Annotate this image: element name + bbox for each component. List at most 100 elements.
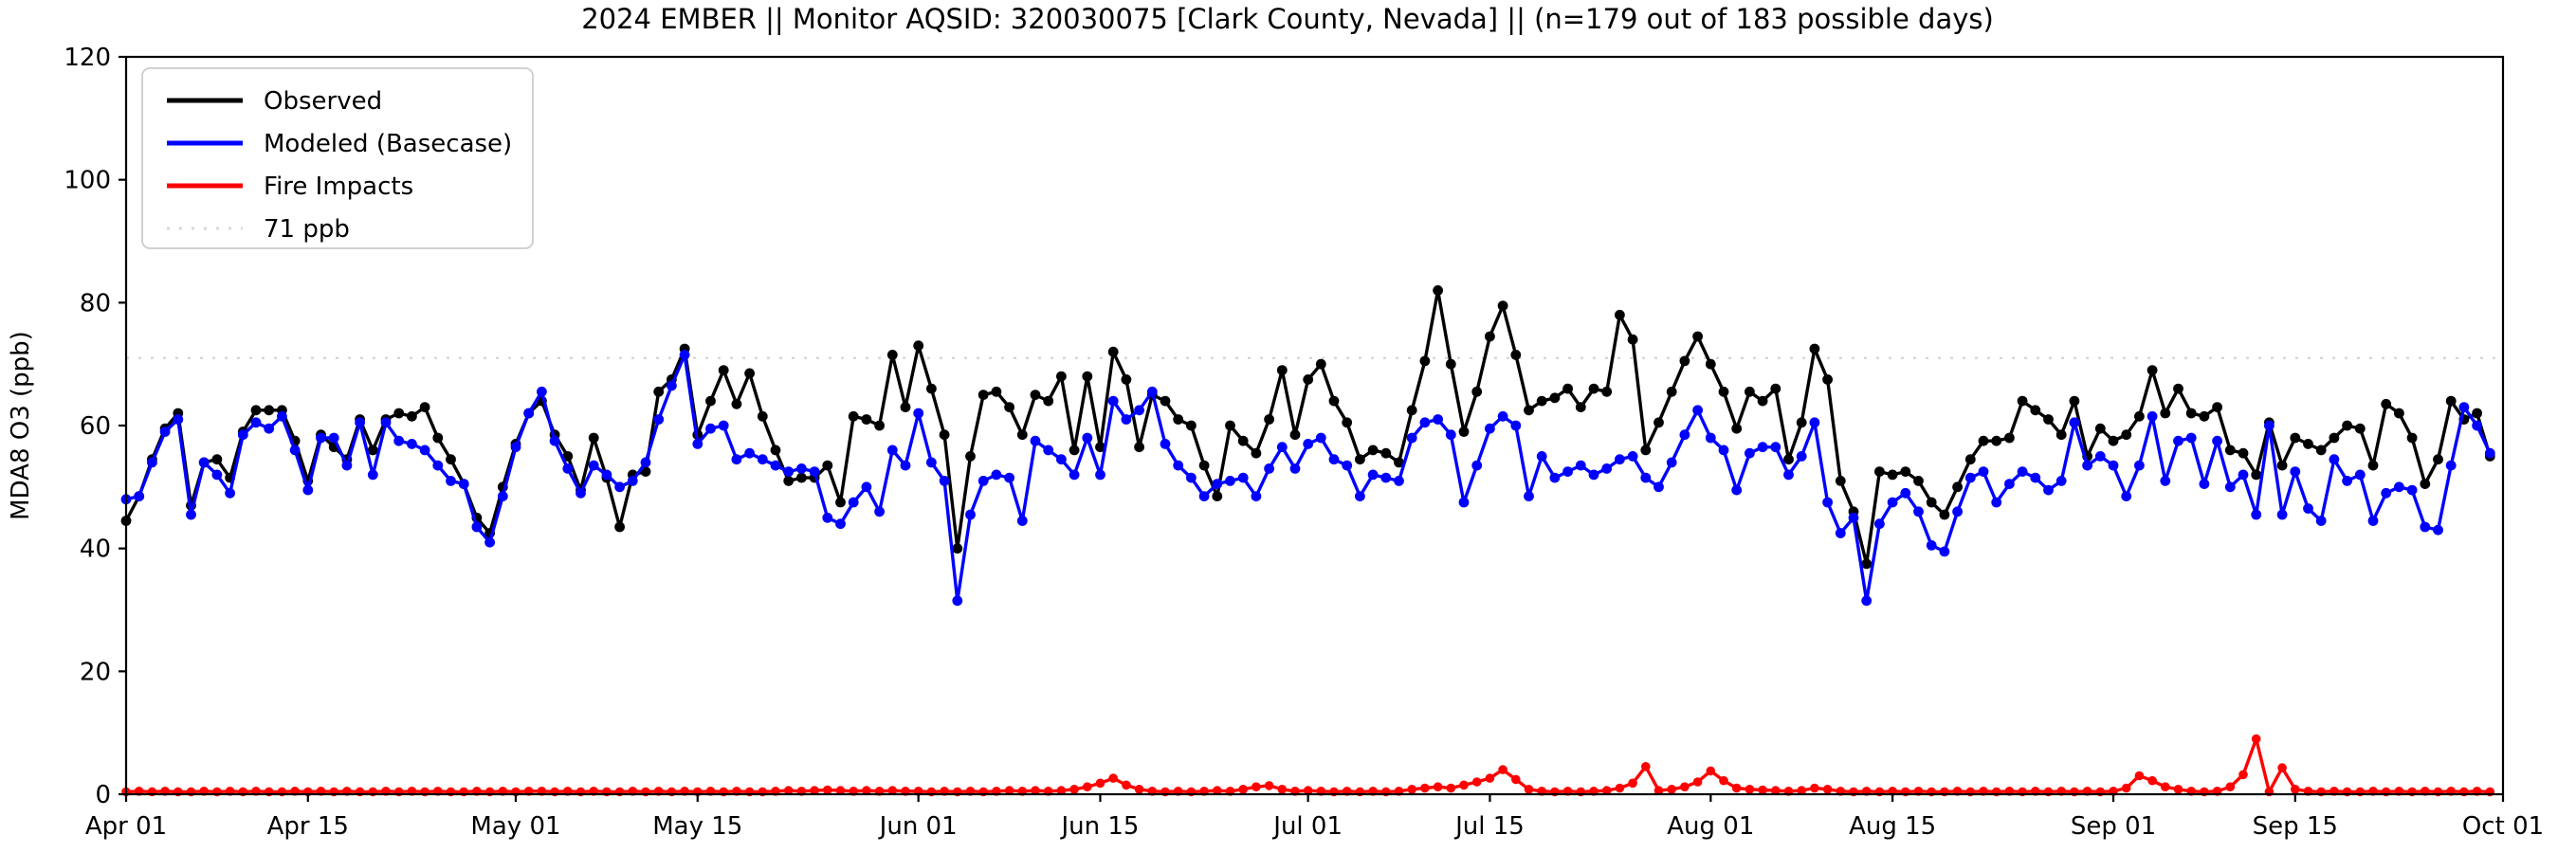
data-point (2238, 770, 2248, 780)
data-point (2276, 509, 2288, 520)
data-point (562, 451, 574, 462)
data-point (2342, 420, 2353, 431)
data-point (1471, 386, 1483, 397)
data-point (1043, 395, 1054, 407)
data-point (1056, 371, 1067, 382)
data-point (1797, 786, 1806, 795)
data-point (1835, 476, 1846, 486)
data-point (770, 460, 781, 471)
data-point (1237, 472, 1249, 483)
data-point (2224, 481, 2236, 493)
data-point (380, 417, 392, 428)
data-point (1549, 472, 1561, 483)
data-point (1237, 435, 1249, 446)
data-point (1406, 432, 1417, 444)
data-point (1601, 463, 1613, 474)
data-point (1666, 386, 1677, 397)
legend-box (141, 67, 534, 249)
data-point (1679, 429, 1690, 441)
data-point (614, 521, 625, 533)
data-point (537, 386, 547, 397)
data-point (2315, 516, 2327, 526)
data-point (2134, 771, 2145, 781)
data-point (2303, 503, 2313, 514)
data-point (1757, 442, 1768, 453)
data-point (1380, 447, 1392, 459)
data-point (1030, 435, 1041, 446)
data-point (1511, 774, 1521, 785)
data-point (2121, 491, 2132, 501)
data-point (1485, 773, 1495, 783)
data-point (264, 423, 275, 434)
data-point (2043, 484, 2054, 496)
data-point (1809, 417, 1820, 428)
data-point (874, 506, 885, 517)
data-point (1524, 491, 1534, 501)
data-point (614, 481, 625, 493)
data-point (1173, 460, 1184, 471)
data-point (2354, 423, 2366, 434)
data-point (627, 476, 638, 486)
data-point (1198, 460, 1210, 471)
data-point (2225, 782, 2236, 791)
data-point (2161, 782, 2170, 791)
x-tick-label: Aug 15 (1849, 812, 1936, 841)
data-point (1822, 785, 1833, 794)
data-point (355, 417, 365, 428)
data-point (1562, 383, 1573, 394)
legend-label: Observed (264, 87, 382, 116)
data-point (1861, 558, 1873, 570)
data-point (2160, 476, 2171, 486)
legend-entry-observed: Observed (167, 87, 382, 116)
data-point (679, 350, 690, 360)
data-point (886, 350, 898, 360)
data-point (2420, 521, 2431, 533)
data-point (1213, 786, 1222, 795)
data-point (1083, 782, 1092, 791)
data-point (1640, 445, 1652, 456)
data-point (316, 432, 326, 444)
y-tick-label: 100 (64, 167, 111, 195)
data-point (2238, 447, 2249, 459)
data-point (1485, 423, 1495, 434)
data-point (250, 405, 262, 416)
data-point (1952, 506, 1964, 517)
data-point (1524, 785, 1534, 794)
data-point (900, 402, 911, 412)
data-point (692, 439, 703, 449)
data-point (2147, 410, 2158, 422)
plot-area: 0 20 40 60 80 100 120 Apr 01 Apr 15 May 01 May 15 J… (64, 44, 2544, 841)
data-point (1964, 454, 1976, 465)
data-point (1939, 546, 1950, 557)
data-point (887, 786, 898, 795)
data-point (2433, 454, 2443, 465)
data-point (2185, 408, 2197, 419)
data-point (471, 521, 483, 533)
data-point (1874, 518, 1885, 530)
data-point (2394, 408, 2404, 419)
y-tick-label: 0 (95, 781, 111, 809)
data-point (2367, 460, 2379, 471)
data-point (1355, 491, 1365, 501)
data-point (393, 435, 405, 446)
data-point (497, 491, 508, 501)
data-point (2199, 410, 2210, 422)
data-point (796, 463, 807, 474)
data-point (1198, 491, 1210, 501)
y-tick-label: 60 (80, 412, 111, 441)
data-point (250, 417, 262, 428)
y-tick-label: 80 (80, 289, 111, 318)
legend-entry-modeled-basecase: Modeled (Basecase) (167, 130, 512, 158)
data-point (977, 476, 989, 486)
data-point (2291, 785, 2300, 794)
data-point (2082, 460, 2093, 471)
data-point (2290, 466, 2301, 477)
data-point (302, 484, 314, 496)
data-point (1342, 460, 1353, 471)
data-point (523, 408, 535, 419)
data-point (965, 509, 976, 520)
data-point (1303, 374, 1314, 385)
data-point (1367, 469, 1379, 481)
data-point (1173, 414, 1184, 425)
data-point (1939, 509, 1950, 520)
